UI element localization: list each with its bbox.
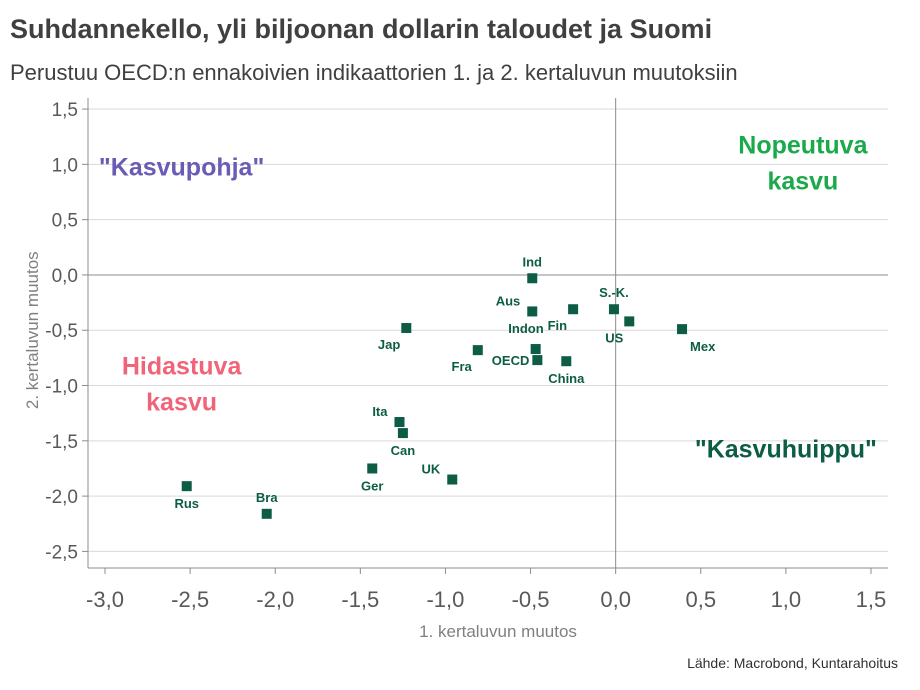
data-point <box>608 304 619 315</box>
x-tick-label: -1,0 <box>426 587 464 612</box>
data-point-label: Bra <box>256 490 278 505</box>
x-axis-ticks: -3,0 -2,5 -2,0 -1,5 -1,0 -0,5 0,0 0,5 1,0 1,5 <box>86 568 886 612</box>
y-tick-label: 0,0 <box>52 266 78 287</box>
quadrant-label-hidastuva: kasvu <box>146 388 217 416</box>
x-tick-label: 1,5 <box>856 587 887 612</box>
quadrant-labels: "Kasvupohja" Nopeutuva kasvu Hidastuva kasvu… <box>99 131 877 463</box>
data-point-label: Fra <box>452 359 473 374</box>
quadrant-label-nopeutuva: kasvu <box>767 167 838 195</box>
data-point-label: Ind <box>523 254 543 269</box>
x-tick-label: -0,5 <box>512 587 550 612</box>
data-point-label: Fin <box>548 318 568 333</box>
data-point <box>527 273 538 284</box>
data-point <box>530 344 541 355</box>
quadrant-label-hidastuva: Hidastuva <box>122 352 243 380</box>
chart-subtitle: Perustuu OECD:n ennakoivien indikaattori… <box>10 60 738 85</box>
data-point-label: Ger <box>361 478 383 493</box>
data-point <box>677 324 688 335</box>
data-point <box>624 316 635 327</box>
y-tick-label: 0,5 <box>52 211 78 232</box>
data-point <box>527 306 538 317</box>
data-point-label: Ita <box>372 404 388 419</box>
data-points: Ind Aus Fin S.-K. US Mex Indon OECD China Jap Fra I… <box>174 254 716 519</box>
data-point-label: Can <box>391 443 416 458</box>
data-point-label: Indon <box>508 321 543 336</box>
x-tick-label: 0,5 <box>685 587 716 612</box>
data-point-label: Mex <box>690 339 716 354</box>
data-point-label: Aus <box>496 293 521 308</box>
y-axis-label: 2. kertaluvun muutos <box>23 251 42 409</box>
y-tick-label: -0,5 <box>45 321 78 342</box>
x-tick-label: 0,0 <box>600 587 631 612</box>
x-tick-label: -3,0 <box>86 587 124 612</box>
x-tick-label: -1,5 <box>341 587 379 612</box>
data-point <box>181 481 192 492</box>
data-point <box>367 463 378 474</box>
data-point-label: Rus <box>174 496 199 511</box>
y-tick-label: 1,0 <box>52 155 78 176</box>
x-tick-label: -2,5 <box>171 587 209 612</box>
x-tick-label: 1,0 <box>771 587 802 612</box>
data-point <box>401 323 412 334</box>
data-point <box>447 474 458 485</box>
data-point <box>261 508 272 519</box>
y-tick-label: -1,0 <box>45 377 78 398</box>
x-axis-label: 1. kertaluvun muutos <box>419 622 577 641</box>
y-axis-ticks: 1,5 1,0 0,5 0,0 -0,5 -1,0 -1,5 -2,0 -2,5 <box>45 100 88 563</box>
axes <box>87 98 888 569</box>
data-point <box>472 345 483 356</box>
chart-title: Suhdannekello, yli biljoonan dollarin ta… <box>10 14 713 44</box>
grid-lines <box>88 108 888 552</box>
data-point-label: Jap <box>378 337 400 352</box>
quadrant-label-kasvupohja: "Kasvupohja" <box>99 153 264 181</box>
data-point <box>561 356 572 367</box>
data-point <box>532 355 543 366</box>
y-tick-label: 1,5 <box>52 100 78 121</box>
data-point <box>568 304 579 315</box>
data-point-label: OECD <box>492 353 530 368</box>
data-point-label: China <box>548 371 585 386</box>
data-point <box>394 417 405 428</box>
y-tick-label: -1,5 <box>45 432 78 453</box>
x-tick-label: -2,0 <box>256 587 294 612</box>
y-tick-label: -2,5 <box>45 542 78 563</box>
data-point-label: UK <box>421 462 440 477</box>
data-point-label: US <box>605 330 623 345</box>
y-tick-label: -2,0 <box>45 487 78 508</box>
quadrant-label-nopeutuva: Nopeutuva <box>738 131 868 159</box>
data-point-label: S.-K. <box>599 285 629 300</box>
source-note: Lähde: Macrobond, Kuntarahoitus <box>687 655 898 671</box>
quadrant-label-kasvuhuippu: "Kasvuhuippu" <box>695 435 877 463</box>
data-point <box>397 428 408 439</box>
